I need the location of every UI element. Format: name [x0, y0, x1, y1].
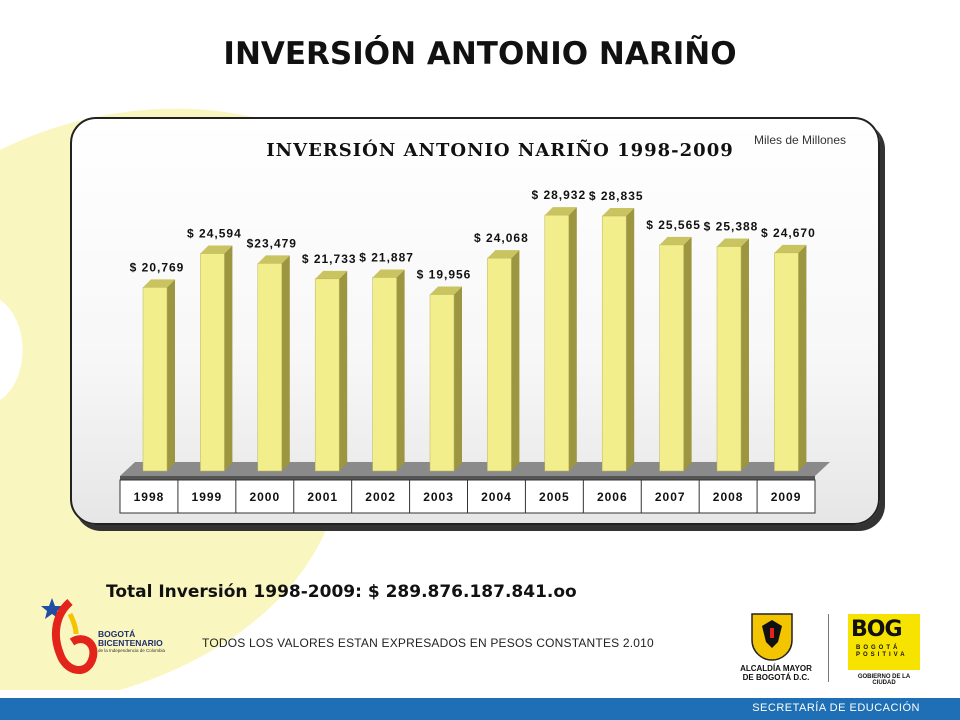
data-label: $ 25,388 — [704, 219, 759, 233]
bar-side — [339, 270, 348, 471]
bar-top — [544, 207, 577, 216]
x-tick-label: 2008 — [713, 490, 744, 504]
bar — [487, 257, 512, 472]
x-tick-label: 2006 — [597, 490, 628, 504]
bar-top — [257, 255, 290, 264]
bar — [659, 244, 684, 472]
page-title: INVERSIÓN ANTONIO NARIÑO — [223, 36, 737, 72]
bar-side — [281, 255, 290, 471]
bar-side — [741, 238, 749, 471]
x-tick-label: 2009 — [771, 490, 802, 504]
footer-bar: SECRETARÍA DE EDUCACIÓN — [0, 698, 960, 720]
footer-text: SECRETARÍA DE EDUCACIÓN — [752, 702, 920, 714]
bog-gobierno-text: GOBIERNO DE LA CIUDAD — [857, 674, 911, 686]
bog-logo-text: BOG — [851, 617, 903, 642]
bar — [142, 287, 168, 472]
bar-side — [167, 279, 175, 471]
x-tick-label: 2001 — [307, 490, 338, 504]
bar — [314, 278, 340, 472]
bar — [372, 277, 397, 472]
bog-logo-subtext: BOGOTÁ POSITIVA — [856, 645, 908, 658]
bar — [716, 246, 742, 472]
bar — [601, 215, 627, 472]
data-label: $ 24,068 — [474, 231, 529, 245]
x-tick-label: 2003 — [423, 490, 454, 504]
logo-line-3: de la Independencia de Colombia — [98, 648, 166, 653]
bar-top — [372, 269, 405, 278]
data-label: $23,479 — [247, 236, 297, 250]
bar-side — [396, 269, 405, 471]
alcaldia-line-2: DE BOGOTÁ D.C. — [742, 673, 810, 682]
bicentenario-text: BOGOTÁ BICENTENARIO de la Independencia … — [98, 629, 166, 654]
logo-line-2: BICENTENARIO — [98, 638, 163, 648]
bar — [429, 294, 455, 472]
chart-floor-edge — [120, 476, 815, 480]
bar-side — [224, 245, 233, 471]
bar-side — [568, 207, 577, 471]
x-tick-label: 2002 — [365, 490, 396, 504]
data-label: $ 20,769 — [130, 260, 185, 274]
data-label: $ 21,887 — [359, 250, 414, 264]
bar-top — [774, 244, 807, 253]
data-label: $ 21,733 — [302, 252, 357, 266]
bar-top — [487, 250, 520, 259]
alcaldia-shield-icon — [751, 613, 793, 661]
bicentenario-logo — [41, 598, 98, 674]
unit-label: Miles de Millones — [754, 133, 847, 147]
x-tick-label: 2007 — [655, 490, 686, 504]
bog-logo — [848, 614, 920, 670]
x-tick-label: 1998 — [134, 490, 165, 504]
bar-top — [143, 279, 175, 288]
bar-top — [602, 208, 635, 217]
bar-side — [511, 250, 520, 471]
x-tick-label: 2000 — [249, 490, 280, 504]
data-label: $ 25,565 — [646, 218, 701, 232]
bar — [544, 214, 570, 472]
bar-side — [798, 244, 807, 471]
bar-top — [659, 236, 692, 245]
bar — [774, 252, 799, 472]
data-label: $ 24,670 — [761, 226, 816, 240]
chart-title: INVERSIÓN ANTONIO NARIÑO 1998-2009 — [266, 140, 734, 161]
constant-pesos-note: TODOS LOS VALORES ESTAN EXPRESADOS EN PE… — [202, 636, 654, 650]
x-tick-label: 2004 — [481, 490, 512, 504]
data-label: $ 19,956 — [417, 268, 472, 282]
data-label: $ 28,932 — [531, 188, 586, 202]
chart-floor — [120, 462, 830, 476]
x-tick-label: 1999 — [192, 490, 223, 504]
bar-side — [626, 208, 635, 472]
alcaldia-line-1: ALCALDÍA MAYOR — [740, 664, 812, 673]
x-tick-label: 2005 — [539, 490, 570, 504]
bar-side — [683, 236, 692, 471]
bar-top — [315, 270, 348, 279]
data-label: $ 28,835 — [589, 189, 644, 203]
bar-top — [430, 286, 462, 295]
bar-side — [454, 286, 462, 471]
bar-top — [200, 245, 233, 254]
total-investment: Total Inversión 1998-2009: $ 289.876.187… — [106, 582, 577, 602]
logo-line-1: BOGOTÁ — [98, 629, 136, 639]
alcaldia-text: ALCALDÍA MAYOR DE BOGOTÁ D.C. — [726, 664, 826, 682]
bar — [200, 253, 225, 472]
bar-top — [717, 238, 749, 247]
data-label: $ 24,594 — [187, 227, 242, 241]
logo-divider — [828, 614, 829, 682]
bar — [257, 263, 283, 472]
